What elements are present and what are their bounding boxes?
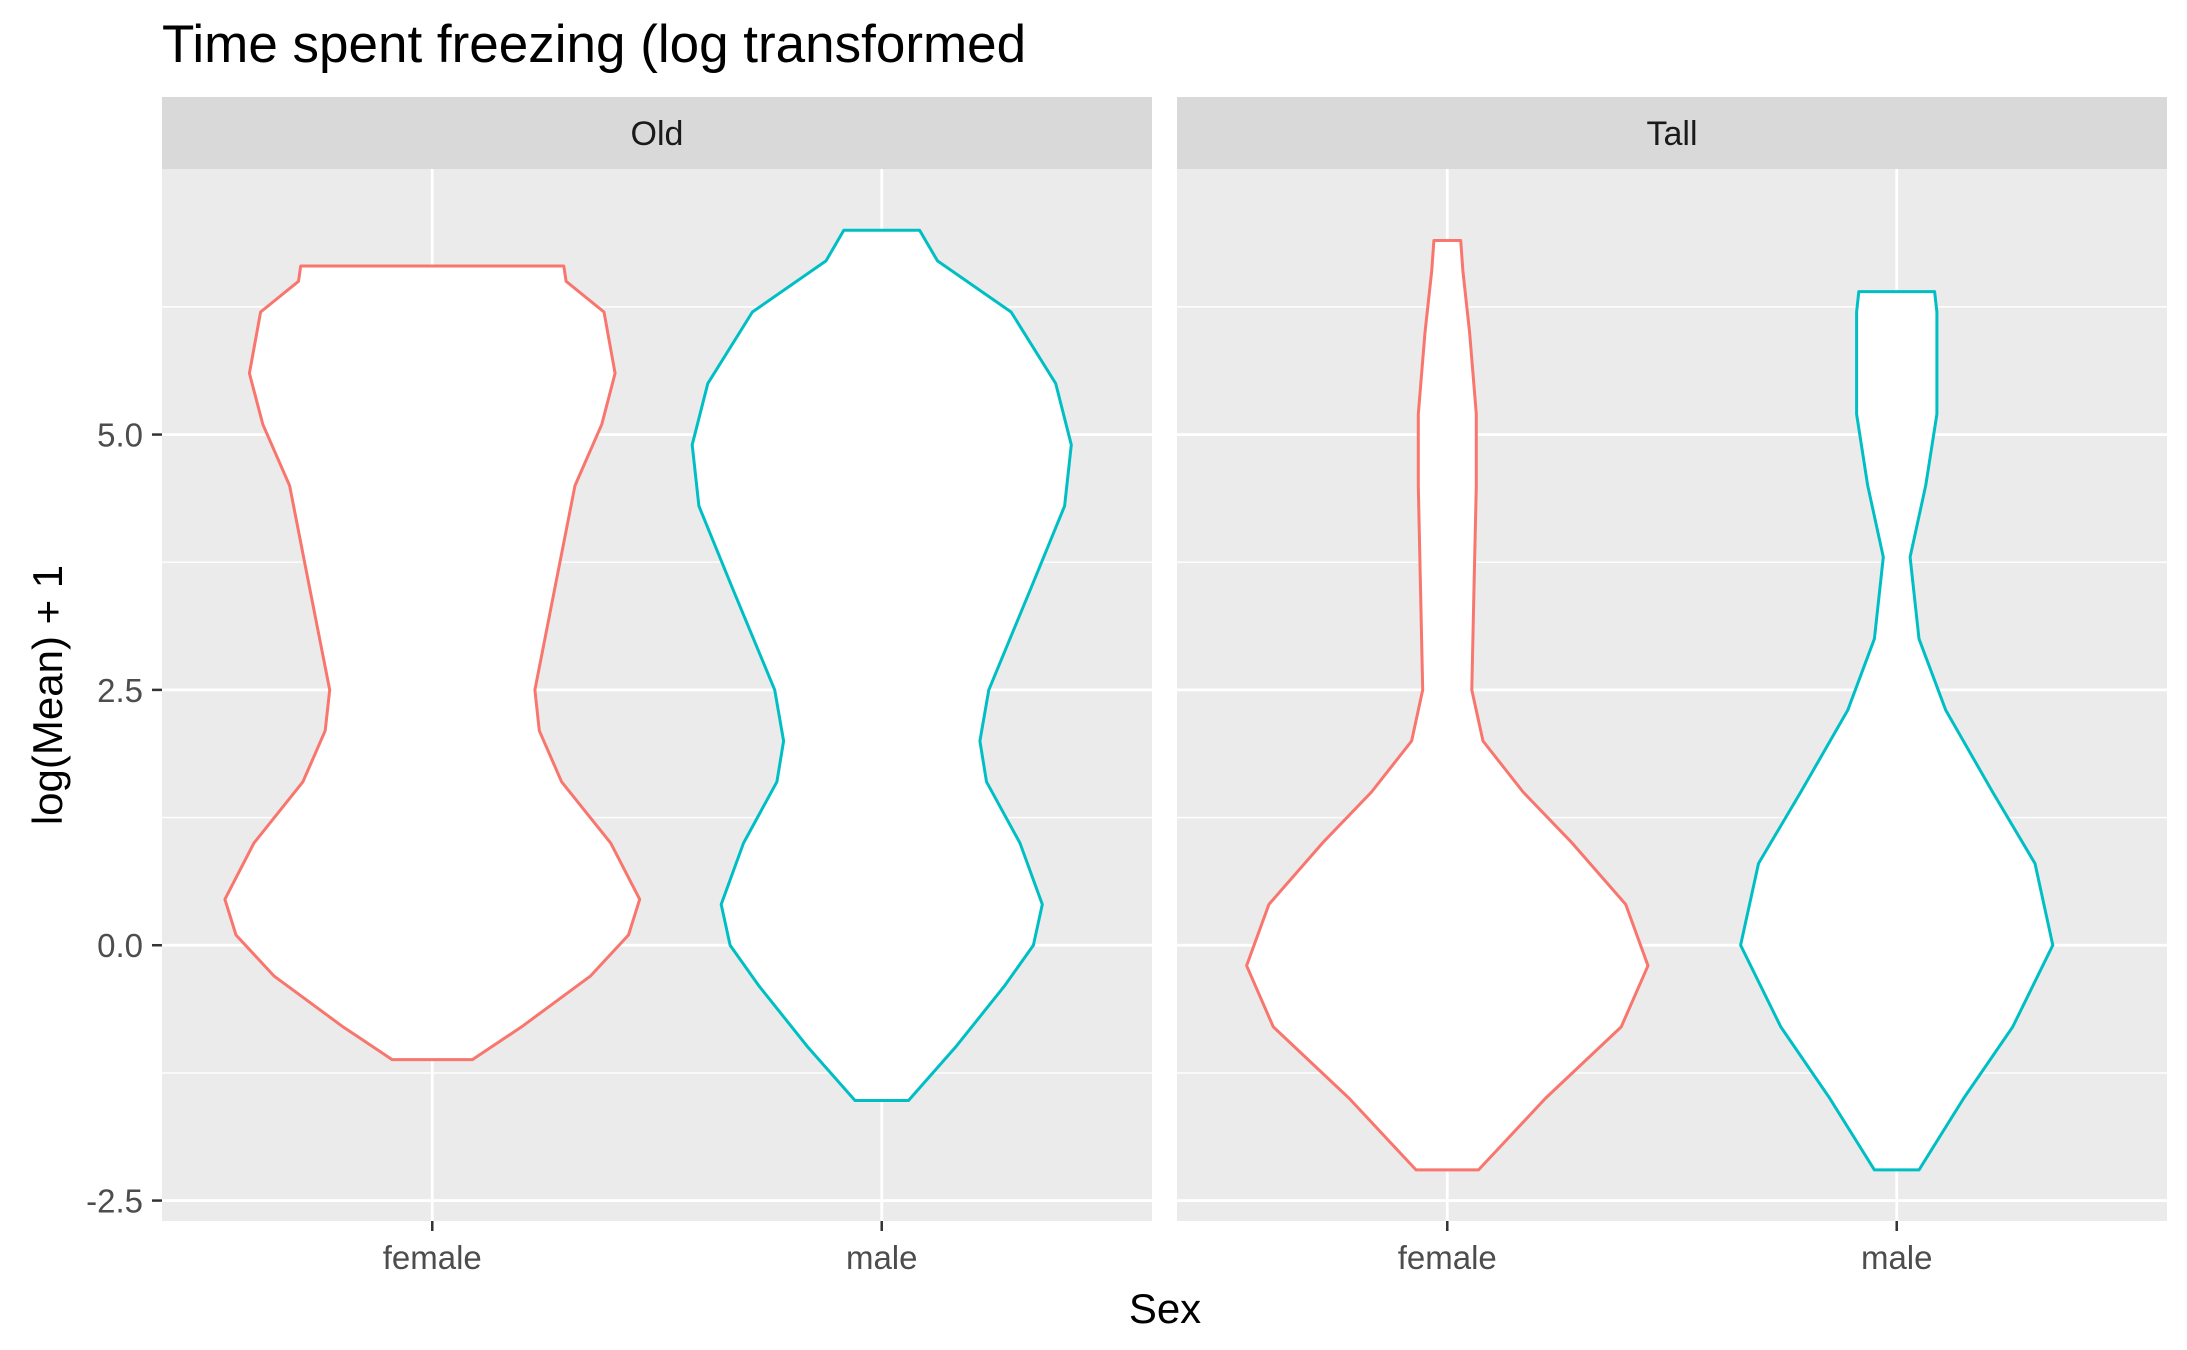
violins-old [223, 228, 1073, 1102]
x-tick-label: female [383, 1239, 482, 1276]
x-axis-title: Sex [1129, 1285, 1201, 1332]
facet-panel-old: Old [162, 97, 1152, 1221]
x-tick-label: male [846, 1239, 918, 1276]
violin-old-male [690, 228, 1073, 1102]
y-tick-label: 0.0 [97, 927, 143, 964]
violin-old-female [223, 264, 642, 1062]
x-tick-label: male [1861, 1239, 1933, 1276]
violin-tall-female [1245, 239, 1650, 1172]
y-axis-title: log(Mean) + 1 [24, 565, 71, 825]
y-tick-label: 2.5 [97, 672, 143, 709]
strip-label-old: Old [631, 115, 684, 153]
facet-panel-tall: Tall [1177, 97, 2167, 1221]
x-axis: female male female male [383, 1221, 1933, 1276]
strip-label-tall: Tall [1646, 115, 1697, 153]
violin-tall-male [1739, 290, 2055, 1172]
y-axis: -2.5 0.0 2.5 5.0 [86, 417, 162, 1220]
y-tick-label: -2.5 [86, 1183, 143, 1220]
chart-title: Time spent freezing (log transformed [162, 15, 1026, 74]
strip-background-tall [1177, 97, 2167, 169]
strip-background-old [162, 97, 1152, 169]
violins-tall [1245, 239, 2055, 1172]
y-tick-label: 5.0 [97, 417, 143, 454]
x-tick-label: female [1398, 1239, 1497, 1276]
